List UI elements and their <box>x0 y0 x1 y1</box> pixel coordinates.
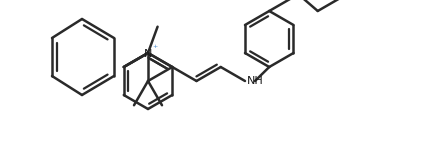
Text: O: O <box>295 0 304 2</box>
Text: $\mathregular{N}$: $\mathregular{N}$ <box>143 47 153 59</box>
Text: $\mathregular{^+}$: $\mathregular{^+}$ <box>151 44 159 52</box>
Text: NH: NH <box>247 76 264 86</box>
